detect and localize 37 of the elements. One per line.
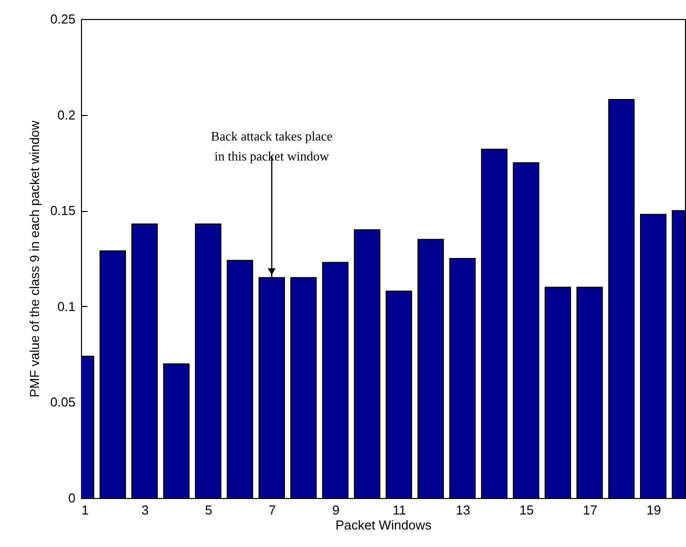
x-tick-label: 11 bbox=[392, 502, 406, 518]
x-tick-label: 15 bbox=[519, 502, 534, 518]
bar bbox=[290, 277, 317, 498]
bar bbox=[194, 224, 222, 498]
bar bbox=[386, 290, 412, 498]
y-tick-label: 0.1 bbox=[57, 298, 76, 314]
x-tick-label: 17 bbox=[582, 502, 598, 518]
bar bbox=[512, 162, 540, 498]
bar bbox=[608, 98, 635, 498]
y-tick-label: 0.25 bbox=[50, 12, 76, 26]
y-axis-title: PMF value of the class 9 in each packet window bbox=[27, 120, 42, 398]
bar bbox=[449, 258, 476, 498]
x-tick-label: 19 bbox=[646, 502, 661, 518]
bar bbox=[354, 229, 380, 498]
bar bbox=[322, 262, 349, 498]
y-tick-label: 0.2 bbox=[57, 107, 76, 122]
x-tick-label: 5 bbox=[205, 502, 212, 518]
x-tick-label: 3 bbox=[141, 502, 149, 518]
bar bbox=[544, 286, 572, 498]
bar bbox=[258, 277, 285, 498]
y-tick-label: 0.05 bbox=[50, 394, 76, 410]
x-tick-label: 1 bbox=[82, 502, 89, 518]
bar bbox=[481, 148, 508, 498]
x-axis-title: Packet Windows bbox=[335, 518, 432, 532]
x-tick-label: 9 bbox=[332, 502, 340, 518]
bar bbox=[131, 224, 158, 498]
bar bbox=[163, 363, 190, 498]
x-tick-label: 7 bbox=[268, 502, 276, 518]
bar bbox=[417, 238, 444, 498]
bar bbox=[100, 250, 126, 498]
bar bbox=[226, 260, 254, 498]
x-tick-label: 13 bbox=[456, 502, 470, 518]
annotation: Back attack takes place in this packet window bbox=[210, 128, 333, 164]
y-tick-label: 0.15 bbox=[50, 203, 76, 218]
bar bbox=[576, 286, 603, 498]
bar bbox=[640, 214, 666, 498]
y-tick-label: 0 bbox=[68, 490, 76, 506]
